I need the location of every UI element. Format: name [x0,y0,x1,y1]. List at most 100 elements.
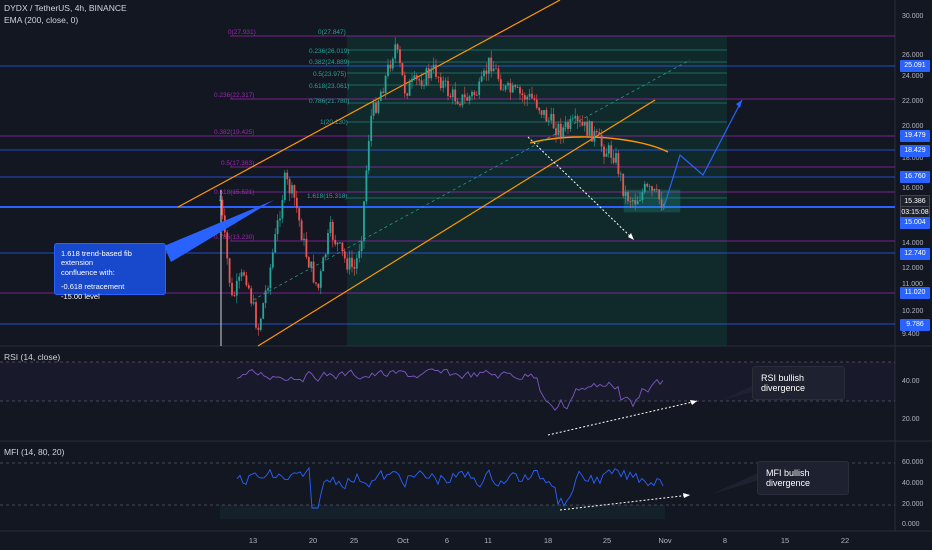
candle-body [351,257,353,267]
mfi-axis-label: 20.000 [902,501,924,508]
price-axis-label: 30.000 [902,13,924,20]
candle-body [415,75,418,80]
candle-body [507,83,509,86]
callout-text: 1.618 trend-based fib extension [61,249,132,268]
candle-body [567,122,569,129]
candle-body [523,95,526,100]
projection-path[interactable] [662,99,743,211]
price-axis-label: 24.000 [902,73,924,80]
mfi-pane[interactable] [0,462,895,519]
candle-body [226,232,229,259]
candle-body [545,109,548,122]
time-label: 13 [249,536,257,545]
price-tag[interactable]: 18.429 [900,145,930,157]
candle-body [262,303,265,319]
candle-body [540,110,543,115]
fib-label: 0(27.847) [318,29,346,36]
candle-body [607,145,610,154]
candle-body [310,261,313,268]
rsi-pane[interactable] [0,361,895,436]
candle-body [264,290,267,304]
candle-body [252,302,255,304]
price-tag[interactable]: 11.020 [900,287,930,299]
candle-body [528,93,531,97]
price-axis-label: 10.200 [902,308,924,315]
fib-extension-callout[interactable]: 1.618 trend-based fib extension confluen… [54,243,166,301]
candle-body [341,242,344,252]
mfi-line [236,466,664,509]
price-tag[interactable]: 12.740 [900,248,930,260]
mfi-divergence-callout[interactable]: MFI bullish divergence [757,461,849,495]
time-label: 11 [484,536,492,545]
rising-channel[interactable] [177,0,669,347]
arrow-head-icon [628,233,634,240]
price-range-box[interactable] [623,189,681,213]
callout-pointer [722,382,760,400]
price-axis-label: 18.000 [902,155,924,162]
candle-body [221,199,224,216]
mfi-axis-label: 40.000 [902,480,924,487]
time-label: 6 [445,536,449,545]
candle-body [653,188,656,191]
price-tag[interactable]: 19.479 [900,130,930,142]
rsi-axis-label: 40.00 [902,378,920,385]
rsi-title[interactable]: RSI (14, close) [4,352,61,362]
last-price-tag[interactable]: 15.386 [900,195,930,207]
price-tag[interactable]: 16.760 [900,171,930,183]
candle-body [576,116,579,122]
candle-body [605,153,608,157]
channel-lower-line[interactable] [257,99,656,347]
candle-body [531,93,533,99]
arrow-head-icon [690,400,697,405]
candle-body [240,272,243,277]
candle-body [504,85,507,90]
price-axis-label: 9.400 [902,331,920,338]
candle-body [384,75,387,94]
price-tag[interactable]: 15.004 [900,217,930,229]
callout-pointer [164,200,274,262]
candle-body [334,239,337,245]
candle-body [519,87,521,94]
candle-body [406,93,409,96]
trend-dashed-line [252,59,691,301]
candle-body [475,94,478,96]
price-tag[interactable]: 9.786 [900,319,930,331]
time-axis[interactable]: 13 20 25 Oct 6 11 18 25 Nov 8 15 22 [249,536,849,545]
channel-upper-line[interactable] [177,0,561,208]
candle-body [538,107,541,111]
ema-indicator-title[interactable]: EMA (200, close, 0) [4,15,79,25]
candle-body [372,102,375,116]
candle-body [483,70,485,77]
mfi-title[interactable]: MFI (14, 80, 20) [4,447,65,457]
candle-body [413,75,416,79]
price-tag[interactable]: 25.091 [900,60,930,72]
candle-body [627,191,629,202]
candle-body [581,121,584,126]
candle-body [639,200,641,201]
price-axis-label: 12.000 [902,265,924,272]
candle-body [375,102,377,113]
candle-body [243,272,245,276]
candle-body [394,44,397,59]
rsi-divergence-callout[interactable]: RSI bullish divergence [752,366,845,400]
time-label: 25 [603,536,611,545]
candle-body [651,186,653,191]
symbol-title[interactable]: DYDX / TetherUS, 4h, BINANCE [4,3,127,13]
candle-body [408,81,411,96]
candle-body [643,183,646,193]
candle-body [355,258,358,269]
candle-body [370,115,373,142]
rsi-axis-label: 20.00 [902,416,920,423]
candle-body [442,80,445,88]
candle-body [353,266,356,269]
candle-body [305,238,308,258]
candle-body [358,251,361,259]
candle-body [276,220,279,235]
fib-label: 0(27.931) [228,29,256,36]
time-label: 20 [309,536,317,545]
candle-body [586,121,589,136]
time-label: Nov [658,536,672,545]
candle-body [658,189,661,200]
candle-body [509,83,512,93]
